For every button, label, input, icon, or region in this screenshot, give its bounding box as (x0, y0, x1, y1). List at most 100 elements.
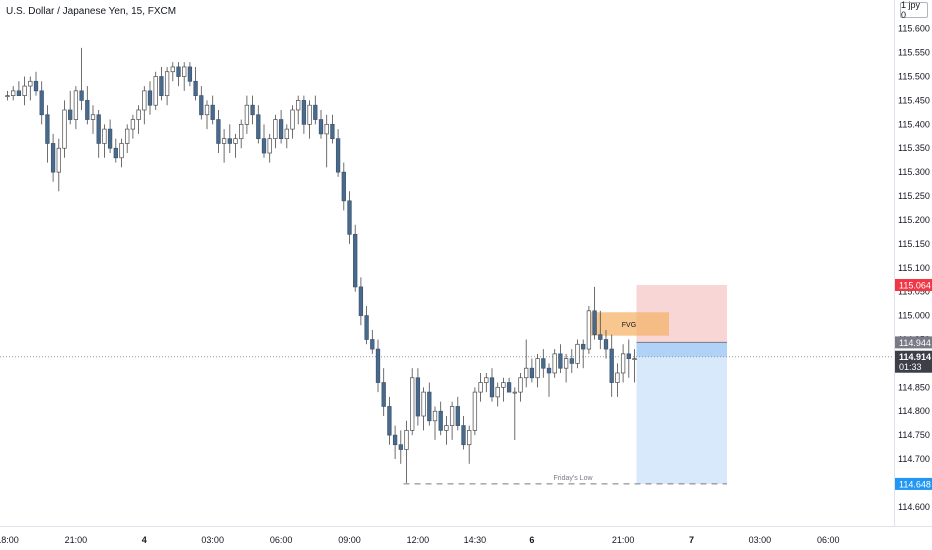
stop-price-label: 115.064 (899, 280, 931, 290)
x-tick-label: 06:00 (817, 535, 840, 545)
candle-body (546, 367, 552, 374)
candle-body (125, 128, 130, 144)
x-tick-label: 18:00 (0, 535, 19, 545)
candle-body (461, 425, 466, 446)
candle-body (512, 391, 517, 394)
y-tick-label: 115.300 (898, 167, 930, 177)
candle-body (187, 66, 193, 82)
candle-body (449, 406, 455, 426)
y-tick-label: 115.100 (898, 263, 930, 273)
candle-body (478, 382, 483, 393)
candle-body (569, 358, 574, 364)
candle-body (620, 353, 626, 374)
candle-body (484, 377, 489, 383)
candle-body (392, 434, 398, 446)
candle-body (307, 104, 312, 125)
candle-body (358, 286, 364, 316)
candle-body (444, 425, 449, 431)
candle-body (370, 339, 375, 350)
candle-body (455, 406, 460, 426)
x-tick-label: 21:00 (612, 535, 635, 545)
candle-body (210, 104, 215, 120)
candle-body (506, 382, 512, 393)
candle-body (364, 315, 369, 340)
y-tick-label: 115.000 (898, 311, 930, 321)
y-tick-label: 114.600 (898, 502, 930, 512)
currency-unit-badge[interactable]: 1 jpy 0 (900, 0, 928, 20)
candle-body (347, 200, 352, 235)
candle-body (250, 104, 255, 116)
candle-body (410, 377, 415, 431)
candle-body (586, 310, 592, 350)
candle-body (278, 119, 284, 140)
entry-price-label-bg (895, 336, 932, 349)
x-tick-label: 06:00 (270, 535, 293, 545)
x-tick-label: 6 (529, 535, 534, 545)
candle-body (79, 90, 84, 101)
candle-body (603, 339, 609, 350)
candle-body (438, 410, 443, 431)
candle-body (592, 310, 597, 336)
y-tick-label: 114.800 (898, 406, 930, 416)
candle-body (233, 138, 238, 144)
candle-body (147, 90, 153, 106)
candle-body (472, 391, 478, 431)
candle-body (341, 171, 346, 202)
y-tick-label: 115.200 (898, 215, 930, 225)
candle-body (50, 143, 56, 173)
chart-title: U.S. Dollar / Japanese Yen, 15, FXCM (6, 6, 177, 17)
candle-body (199, 95, 204, 116)
candle-body (489, 377, 495, 398)
candle-body (552, 353, 557, 374)
fvg-zone (588, 312, 669, 336)
candle-body (28, 80, 33, 87)
candle-body (318, 119, 324, 135)
countdown-label: 01:33 (899, 362, 922, 372)
target-price-label-bg (895, 477, 932, 490)
candle-body (267, 138, 272, 154)
candle-body (159, 76, 164, 96)
candle-body (375, 348, 381, 383)
candle-body (5, 95, 10, 97)
candle-body (16, 90, 22, 96)
candle-body (193, 80, 198, 96)
x-tick-label: 7 (689, 535, 694, 545)
current-price-label-bg (895, 350, 932, 373)
x-tick-label: 14:30 (464, 535, 487, 545)
candle-body (626, 353, 631, 359)
open-pnl-zone (636, 342, 727, 357)
candle-body (130, 119, 136, 130)
y-tick-label: 115.550 (898, 48, 930, 58)
candle-body (518, 377, 523, 393)
candle-body (558, 353, 563, 369)
candle-body (273, 119, 278, 140)
candle-body (398, 444, 403, 450)
candle-body (244, 104, 250, 125)
candle-body (495, 386, 500, 398)
candle-body (170, 66, 175, 73)
candle-body (632, 358, 637, 360)
y-tick-label: 115.250 (898, 191, 930, 201)
target-price-label: 114.648 (899, 479, 931, 489)
candle-body (256, 114, 261, 140)
candle-body (176, 66, 181, 77)
candle-body (615, 372, 620, 383)
fridays-low-label: Friday's Low (553, 475, 593, 482)
candle-body (39, 90, 44, 116)
candle-body (11, 90, 16, 96)
fvg-label: FVG (622, 322, 636, 329)
y-tick-label: 115.150 (898, 239, 930, 249)
y-tick-label: 114.750 (898, 430, 930, 440)
candle-body (284, 128, 289, 140)
candle-body (467, 430, 472, 446)
candle-body (415, 377, 421, 417)
candle-body (421, 391, 426, 417)
candle-body (164, 71, 170, 96)
candle-body (335, 138, 341, 173)
candle-body (204, 104, 210, 116)
candle-body (102, 128, 107, 144)
candle-body (68, 109, 73, 120)
candle-body (324, 123, 329, 135)
candle-body (73, 90, 79, 120)
